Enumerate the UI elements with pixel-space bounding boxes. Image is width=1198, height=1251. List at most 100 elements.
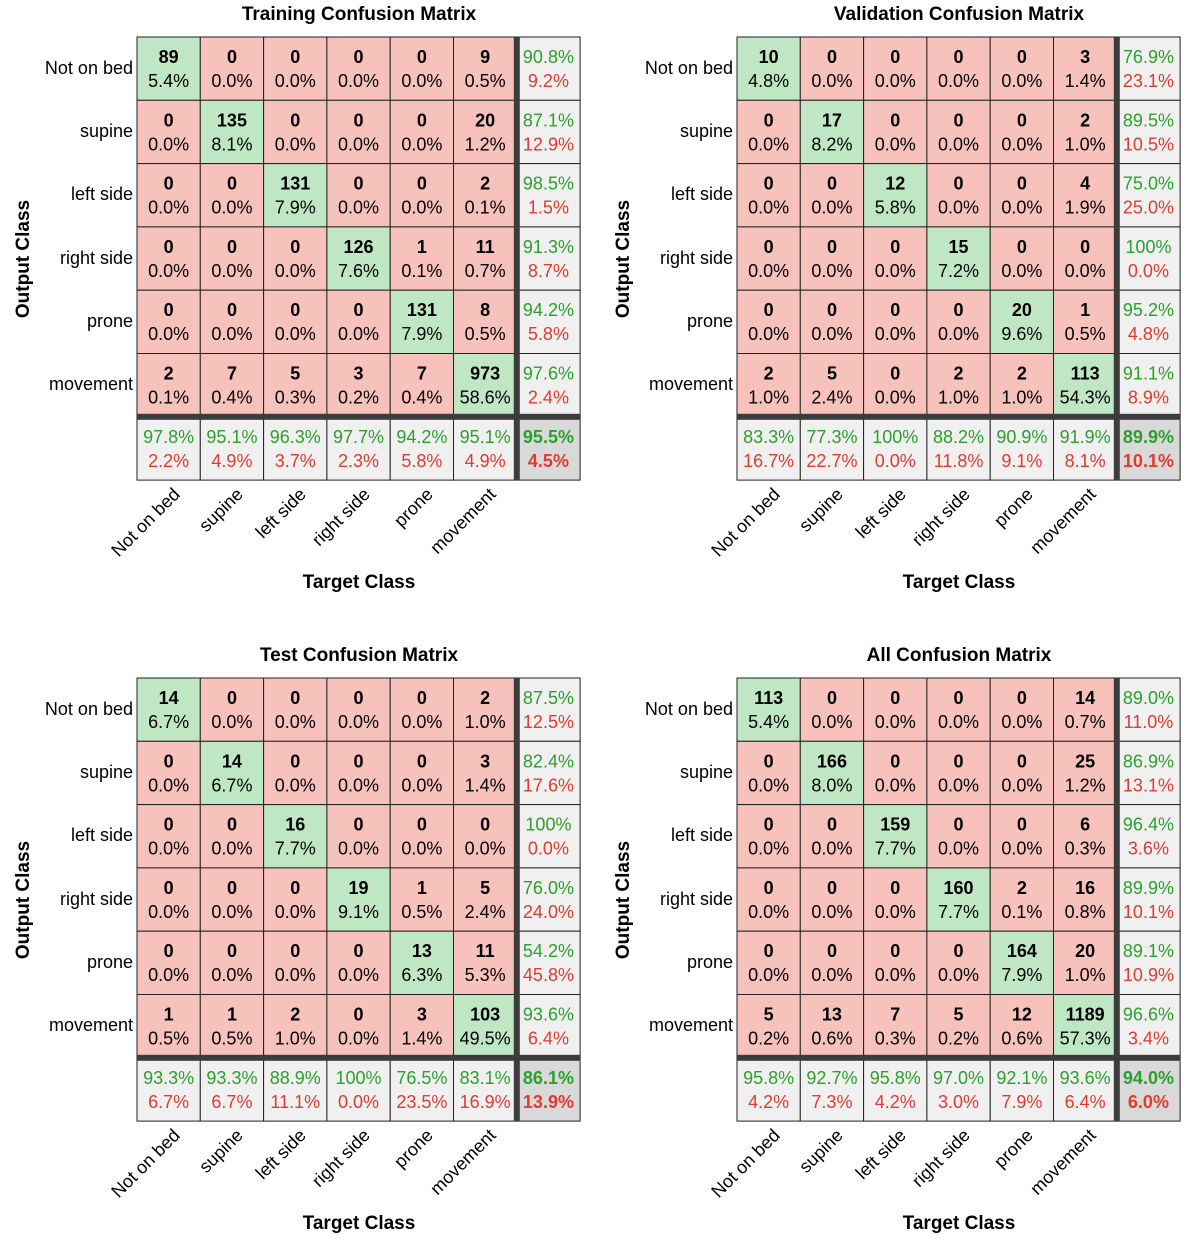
cell-count: 0	[764, 941, 774, 961]
row-summary-cell	[1116, 226, 1181, 291]
cell-percent: 7.7%	[875, 839, 916, 859]
overall-error: 4.5%	[528, 451, 569, 471]
column-summary-cell	[799, 1057, 865, 1122]
column-error-rate: 4.2%	[875, 1092, 916, 1112]
misclassified-cell	[453, 740, 518, 806]
cell-percent: 7.9%	[1001, 965, 1042, 985]
matrix-grid: 89 5.4% 0 0.0% 0 0.0% 0 0.0% 0 0.0% 9 0.5% 90.8% 9.2%…	[136, 36, 581, 481]
misclassified-cell	[863, 994, 928, 1059]
cell-count: 11	[476, 941, 495, 961]
cell-percent: 0.0%	[811, 71, 852, 91]
cell-percent: 0.0%	[811, 712, 852, 732]
cell-count: 0	[164, 941, 174, 961]
misclassified-cell	[326, 740, 391, 806]
row-error-rate: 1.5%	[528, 198, 569, 218]
misclassified-cell	[453, 804, 518, 869]
cell-count: 0	[764, 878, 774, 898]
column-summary-cell	[199, 416, 265, 481]
misclassified-cell	[799, 930, 865, 996]
cell-percent: 1.4%	[1065, 71, 1106, 91]
cell-count: 17	[822, 110, 842, 130]
column-summary-cell	[136, 416, 201, 481]
column-correct-rate: 97.7%	[333, 427, 384, 447]
cell-count: 0	[227, 174, 237, 194]
row-error-rate: 10.9%	[1123, 965, 1174, 985]
correct-cell	[1053, 994, 1118, 1059]
y-tick-label: prone	[86, 951, 133, 972]
overall-error: 13.9%	[523, 1092, 574, 1112]
column-error-rate: 23.5%	[396, 1092, 447, 1112]
cell-count: 0	[954, 688, 964, 708]
column-error-rate: 3.0%	[938, 1092, 979, 1112]
cell-count: 3	[480, 751, 490, 771]
row-correct-rate: 91.1%	[1123, 364, 1174, 384]
overall-error: 10.1%	[1123, 451, 1174, 471]
cell-percent: 0.5%	[211, 1029, 252, 1049]
column-correct-rate: 83.3%	[743, 427, 794, 447]
cell-percent: 0.7%	[1065, 712, 1106, 732]
row-error-rate: 25.0%	[1123, 198, 1174, 218]
y-tick-label: left side	[70, 184, 133, 205]
misclassified-cell	[736, 289, 801, 355]
misclassified-cell	[326, 99, 391, 165]
misclassified-cell	[1053, 804, 1118, 869]
cell-count: 14	[1075, 688, 1095, 708]
cell-percent: 0.4%	[401, 388, 442, 408]
summary-column-separator	[513, 678, 520, 1122]
cell-count: 0	[1017, 47, 1027, 67]
cell-count: 0	[417, 751, 427, 771]
cell-percent: 2.4%	[465, 902, 506, 922]
cell-percent: 0.0%	[1065, 261, 1106, 281]
row-error-rate: 24.0%	[523, 902, 574, 922]
cell-count: 0	[480, 815, 490, 835]
row-error-rate: 2.4%	[528, 388, 569, 408]
row-error-rate: 13.1%	[1123, 775, 1174, 795]
misclassified-cell	[989, 353, 1055, 418]
misclassified-cell	[736, 163, 801, 228]
misclassified-cell	[389, 163, 455, 228]
cell-percent: 0.0%	[938, 839, 979, 859]
cell-count: 5	[290, 364, 300, 384]
cell-count: 3	[1080, 47, 1090, 67]
cell-percent: 0.0%	[148, 839, 189, 859]
cell-count: 0	[1080, 237, 1090, 257]
correct-cell	[926, 867, 991, 932]
overall-error: 6.0%	[1128, 1092, 1169, 1112]
misclassified-cell	[263, 289, 328, 355]
x-axis-label: Target Class	[902, 572, 1016, 593]
cell-percent: 0.0%	[338, 324, 379, 344]
cell-percent: 0.0%	[401, 839, 442, 859]
misclassified-cell	[453, 99, 518, 165]
misclassified-cell	[263, 353, 328, 418]
cell-percent: 9.6%	[1001, 324, 1042, 344]
cell-percent: 1.2%	[1065, 775, 1106, 795]
cell-percent: 0.0%	[811, 902, 852, 922]
cell-count: 0	[827, 815, 837, 835]
row-error-rate: 11.0%	[1124, 712, 1174, 732]
misclassified-cell	[863, 36, 928, 101]
cell-percent: 8.0%	[811, 775, 852, 795]
cell-count: 0	[890, 941, 900, 961]
cell-percent: 0.0%	[401, 134, 442, 154]
cell-count: 0	[954, 47, 964, 67]
cell-count: 131	[280, 174, 310, 194]
cell-count: 0	[227, 878, 237, 898]
cell-percent: 0.0%	[875, 324, 916, 344]
column-correct-rate: 100%	[872, 427, 918, 447]
cell-count: 0	[354, 300, 364, 320]
row-correct-rate: 76.9%	[1123, 47, 1174, 67]
row-summary-cell	[516, 677, 581, 742]
cell-count: 0	[290, 300, 300, 320]
cell-percent: 1.0%	[1065, 134, 1106, 154]
row-summary-cell	[1116, 677, 1181, 742]
cell-count: 0	[827, 47, 837, 67]
cell-count: 0	[290, 878, 300, 898]
misclassified-cell	[326, 36, 391, 101]
cell-percent: 0.0%	[148, 965, 189, 985]
row-correct-rate: 98.5%	[523, 174, 574, 194]
cell-count: 159	[880, 815, 910, 835]
cell-percent: 1.0%	[938, 388, 979, 408]
column-correct-rate: 96.3%	[270, 427, 321, 447]
cell-percent: 0.0%	[338, 1029, 379, 1049]
cell-percent: 0.0%	[211, 902, 252, 922]
